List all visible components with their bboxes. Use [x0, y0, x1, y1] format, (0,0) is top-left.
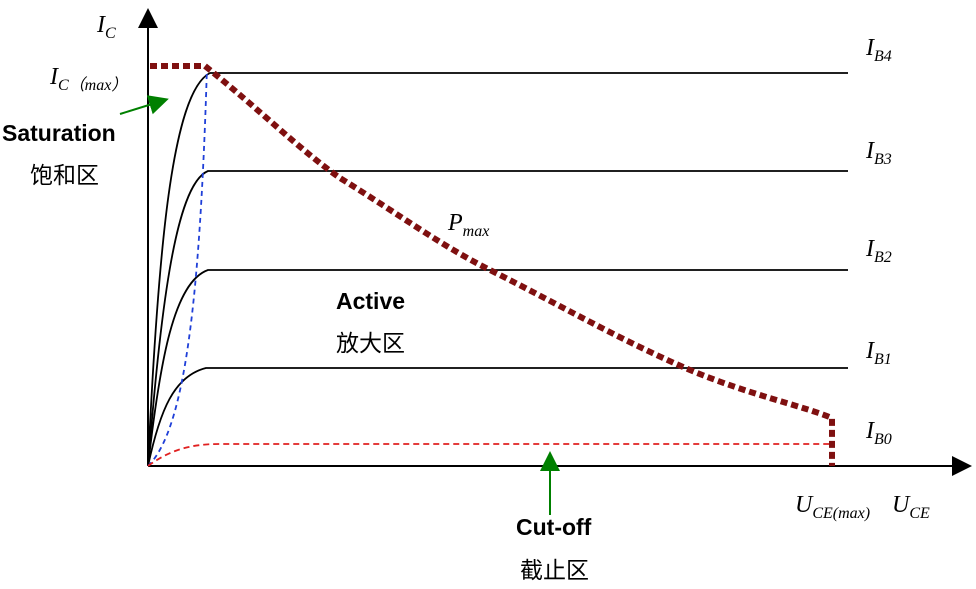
region-label: Saturation: [2, 120, 116, 146]
curve-ib1: [147, 367, 848, 467]
pmax-limit: [150, 63, 835, 466]
curve-labels: IB4 IB3 IB2 IB1 IB0: [865, 35, 892, 448]
region-label-zh: 饱和区: [30, 163, 99, 189]
uce-max-label: UCE(max): [795, 492, 870, 522]
region-label: Cut-off: [516, 514, 592, 540]
curve-label: IB4: [865, 35, 892, 65]
characteristic-curves: [147, 72, 848, 467]
ic-max-label: IC（max）: [49, 64, 127, 94]
saturation-arrow: [119, 95, 169, 115]
curve-label: IB2: [865, 236, 892, 266]
region-label: Active: [336, 288, 405, 314]
curve-label: IB3: [865, 138, 892, 168]
curve-label: IB0: [865, 418, 892, 448]
curve-ib3: [147, 170, 848, 467]
cutoff-boundary: [147, 443, 835, 467]
saturation-boundary: [147, 65, 208, 467]
curve-label: IB1: [865, 338, 892, 368]
curve-ib2: [147, 269, 848, 467]
y-axis-label: IC: [96, 12, 116, 42]
region-label-zh: 放大区: [336, 331, 405, 357]
x-axis-label: UCE: [892, 492, 930, 522]
curve-ib4: [147, 72, 848, 467]
region-label-zh: 截止区: [520, 558, 589, 584]
pmax-label: Pmax: [447, 210, 489, 240]
